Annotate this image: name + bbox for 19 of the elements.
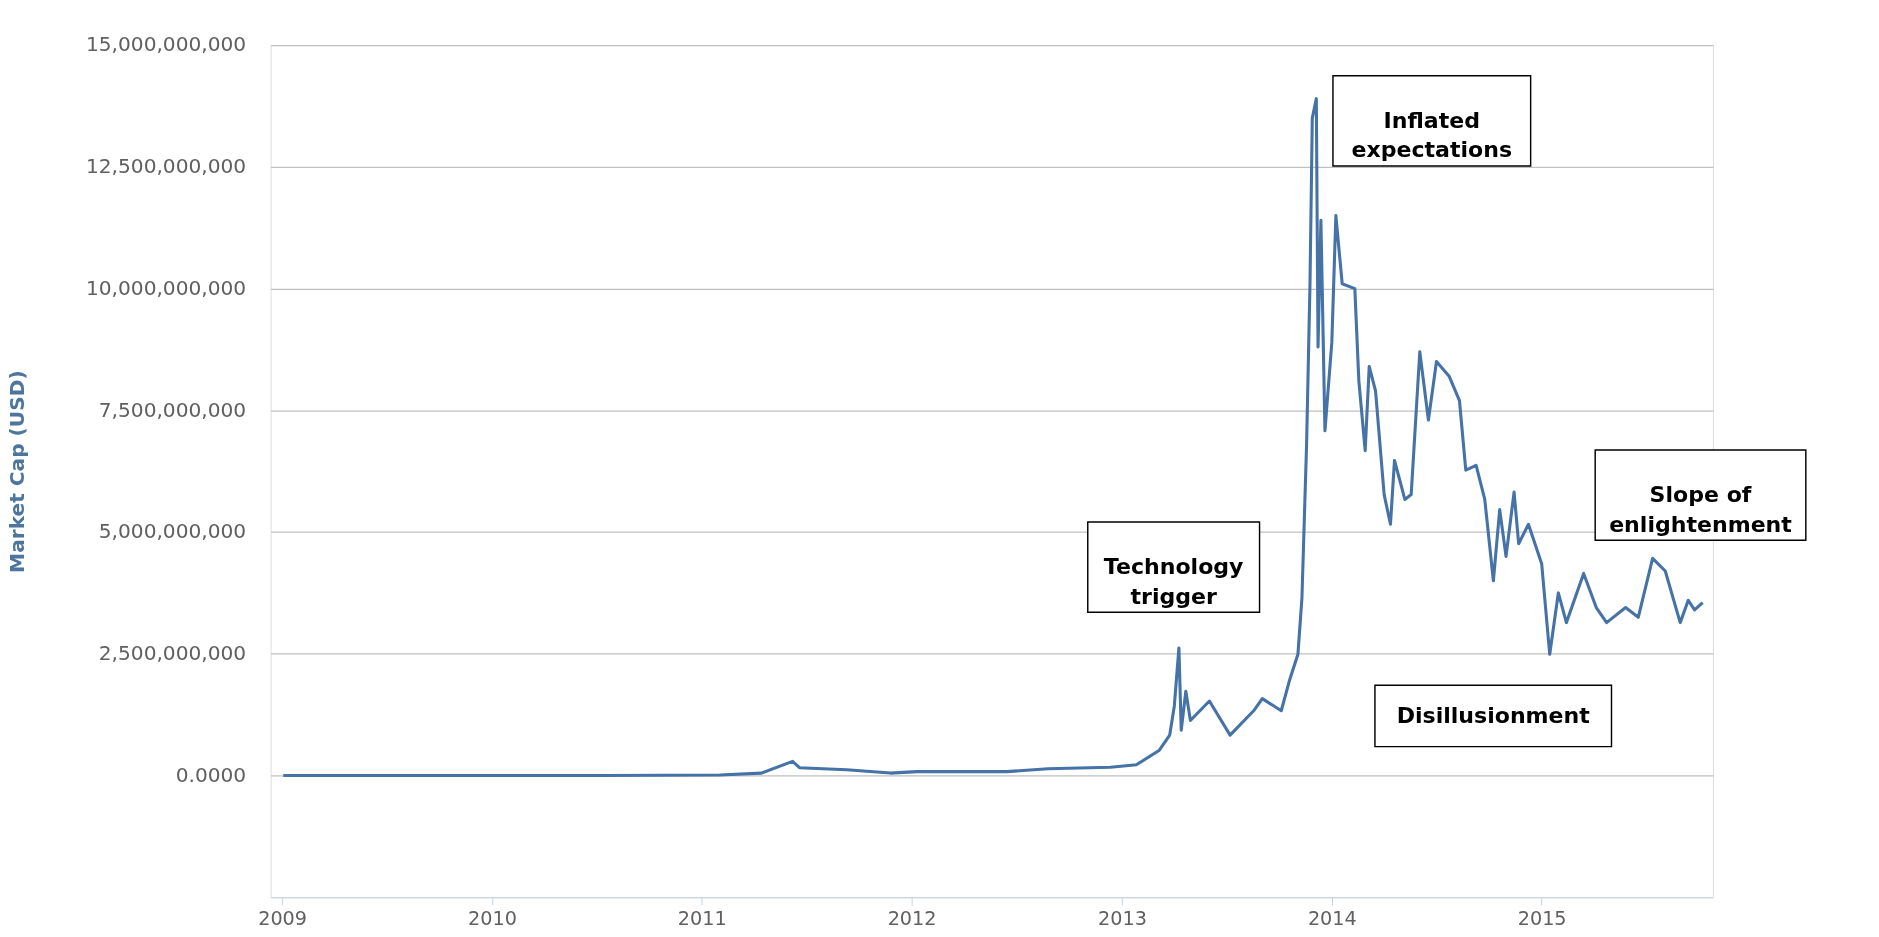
y-tick-label: 12,500,000,000 xyxy=(85,154,247,179)
x-tick-label: 2009 xyxy=(258,906,308,930)
annotation: Slope of enlightenment xyxy=(1609,481,1793,537)
x-tick-label: 2013 xyxy=(1098,906,1147,930)
x-tick-label: 2012 xyxy=(887,906,937,930)
x-tick-label: 2010 xyxy=(468,906,517,930)
x-tick-label: 2014 xyxy=(1307,906,1357,930)
y-tick-label: 2,500,000,000 xyxy=(98,641,247,666)
x-tick-label: 2011 xyxy=(677,906,727,930)
y-axis-title: Market Cap (USD) xyxy=(5,370,30,573)
y-tick-label: 7,500,000,000 xyxy=(98,397,247,422)
x-tick-label: 2015 xyxy=(1517,906,1567,930)
y-tick-label: 0.0000 xyxy=(175,762,247,787)
annotation: Technology trigger xyxy=(1103,553,1244,609)
annotation: Inflated expectations xyxy=(1351,107,1513,163)
y-tick-label: 15,000,000,000 xyxy=(85,32,247,57)
y-tick-label: 5,000,000,000 xyxy=(98,519,247,544)
y-tick-label: 10,000,000,000 xyxy=(85,275,247,300)
annotation: Disillusionment xyxy=(1396,702,1591,728)
